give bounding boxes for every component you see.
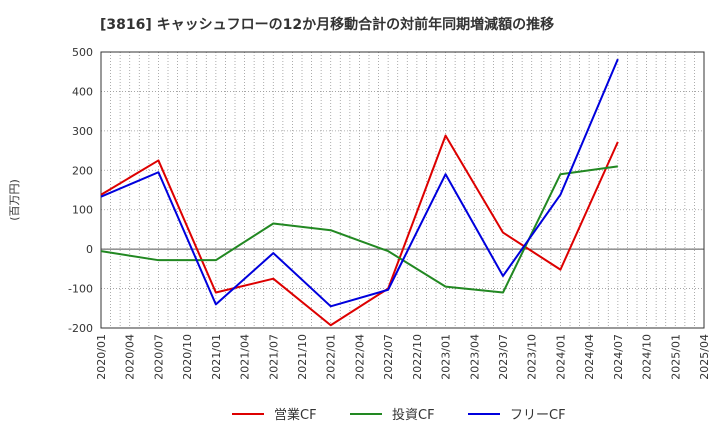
x-tick-label: 2020/10 [181, 334, 194, 380]
legend: 営業CF 投資CF フリーCF [232, 407, 566, 423]
x-tick-label: 2025/04 [698, 334, 711, 380]
y-tick-label: 100 [72, 204, 93, 217]
x-tick-label: 2022/01 [325, 334, 338, 380]
series-line-1 [100, 165, 618, 294]
x-tick-label: 2022/04 [353, 334, 366, 380]
y-tick-label: 200 [72, 164, 93, 177]
x-tick-label: 2024/07 [612, 334, 625, 380]
x-tick-label: 2024/04 [583, 334, 596, 380]
y-tick-label: -100 [68, 283, 93, 296]
x-tick-label: 2023/10 [526, 334, 539, 380]
y-axis: 500 400 300 200 100 0 -100 -200 [68, 46, 93, 335]
x-tick-label: 2025/01 [669, 334, 682, 380]
series-group [100, 58, 619, 327]
y-tick-label: 300 [72, 125, 93, 138]
x-tick-label: 2021/10 [296, 334, 309, 380]
x-axis: 2020/01 2020/04 2020/07 2020/10 2021/01 2021/… [95, 334, 711, 380]
x-tick-label: 2023/04 [468, 334, 481, 380]
grid [101, 51, 704, 329]
x-tick-label: 2021/01 [210, 334, 223, 380]
y-tick-label: -200 [68, 322, 93, 335]
plot-frame [100, 51, 705, 329]
chart-title: [3816] キャッシュフローの12か月移動合計の対前年同期増減額の推移 [100, 16, 554, 33]
x-tick-label: 2023/07 [497, 334, 510, 380]
legend-label-1: 投資CF [392, 407, 435, 423]
x-tick-label: 2020/07 [152, 334, 165, 380]
y-tick-label: 500 [72, 46, 93, 59]
y-tick-label: 400 [72, 85, 93, 98]
series-line-0 [100, 134, 619, 327]
x-tick-label: 2021/04 [239, 334, 252, 380]
x-tick-label: 2022/10 [411, 334, 424, 380]
x-tick-label: 2024/10 [641, 334, 654, 380]
x-tick-label: 2023/01 [440, 334, 453, 380]
series-line-2 [100, 58, 619, 308]
x-tick-label: 2022/07 [382, 334, 395, 380]
y-axis-label: (百万円) [8, 179, 21, 221]
y-tick-label: 0 [86, 243, 93, 256]
x-tick-label: 2024/01 [554, 334, 567, 380]
legend-label-2: フリーCF [510, 408, 566, 423]
legend-label-0: 営業CF [274, 407, 317, 423]
x-tick-label: 2020/01 [95, 334, 108, 380]
x-tick-label: 2021/07 [267, 334, 280, 380]
x-tick-label: 2020/04 [124, 334, 137, 380]
